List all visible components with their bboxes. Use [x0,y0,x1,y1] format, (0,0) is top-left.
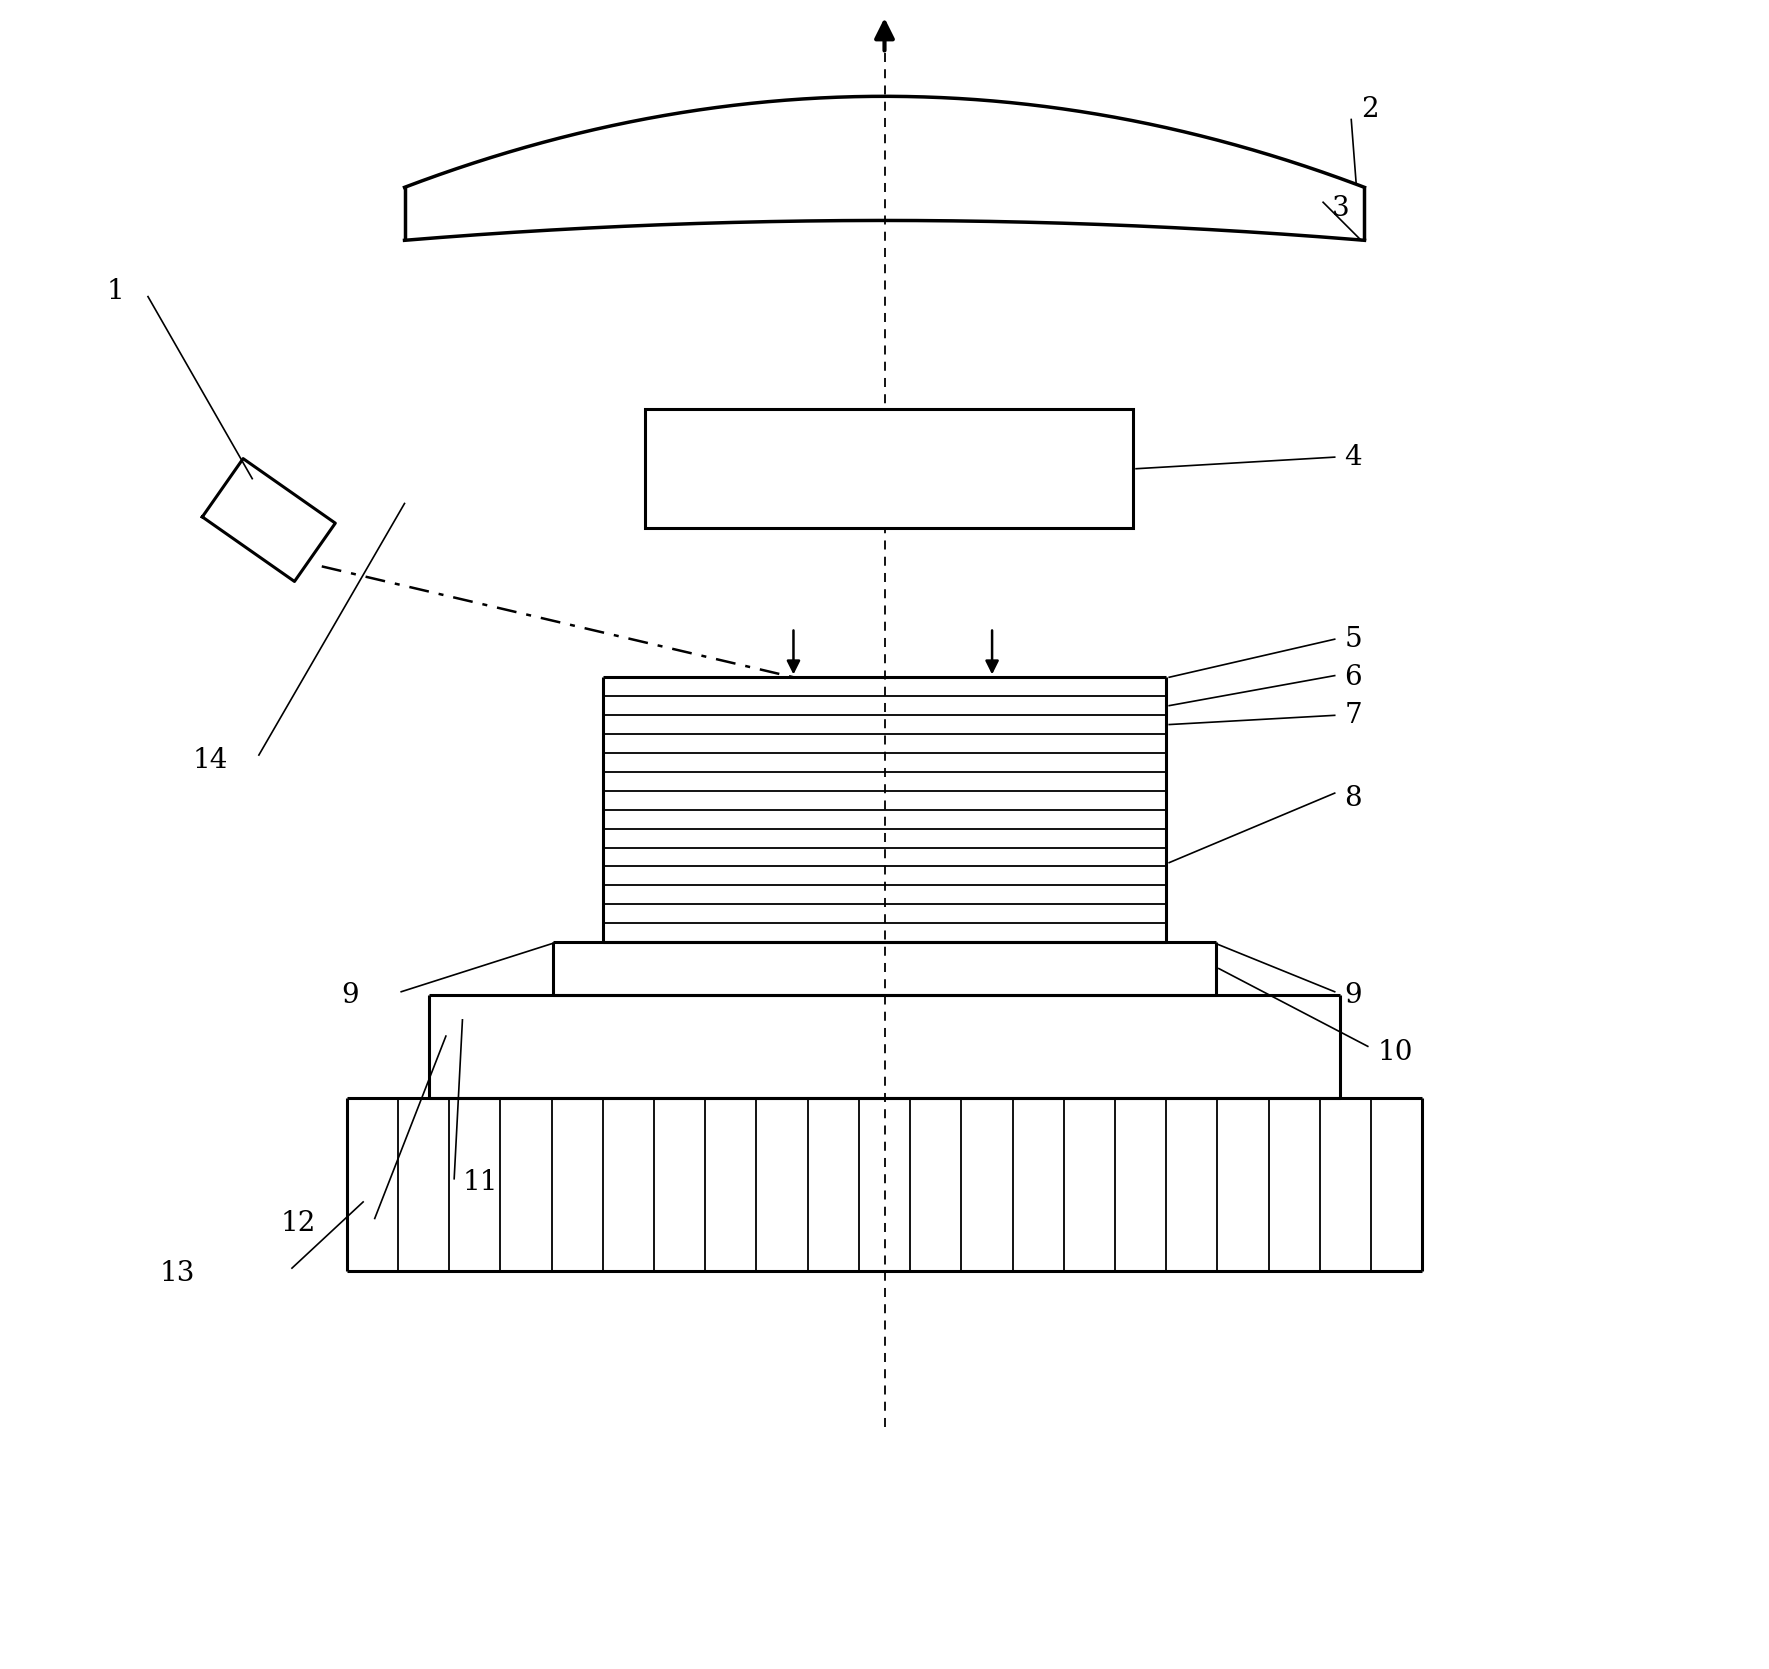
Text: 7: 7 [1344,703,1362,729]
Text: 5: 5 [1344,626,1362,653]
Text: 9: 9 [1344,981,1362,1008]
Text: 2: 2 [1360,97,1378,124]
Bar [644,409,1132,529]
Text: 8: 8 [1344,784,1362,811]
Text: 9: 9 [341,981,359,1008]
Text: 6: 6 [1344,664,1362,691]
Text: 12: 12 [280,1210,315,1237]
Text: 1: 1 [106,279,124,305]
Text: 4: 4 [1344,444,1362,471]
Text: 10: 10 [1378,1040,1413,1066]
Text: 13: 13 [159,1260,195,1287]
Text: 3: 3 [1332,195,1350,222]
Text: 11: 11 [462,1168,497,1195]
Text: 14: 14 [193,746,228,773]
